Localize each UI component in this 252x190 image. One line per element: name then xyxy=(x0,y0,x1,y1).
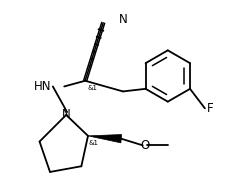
Text: O: O xyxy=(140,139,150,152)
Text: N: N xyxy=(62,108,71,120)
Polygon shape xyxy=(88,135,122,143)
Text: F: F xyxy=(207,102,213,115)
Text: &1: &1 xyxy=(89,140,99,146)
Text: &1: &1 xyxy=(87,85,97,91)
Text: HN: HN xyxy=(34,80,51,93)
Text: N: N xyxy=(119,13,128,26)
